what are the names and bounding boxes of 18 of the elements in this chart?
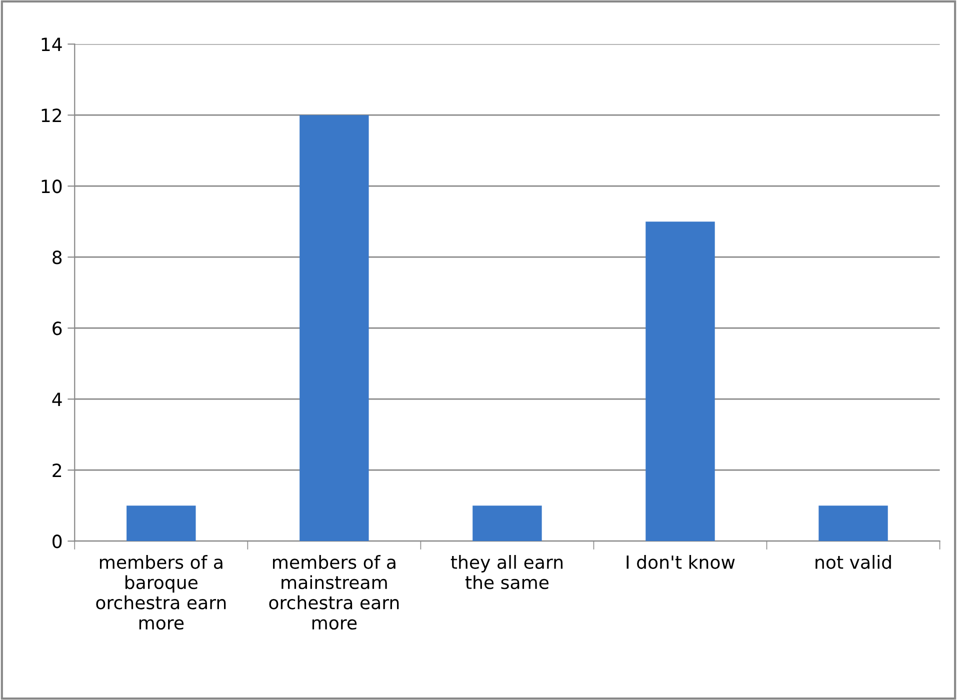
x-tick-label: not valid [816,554,891,569]
x-tick-label: members of a mainstream orchestra earn more [269,554,399,630]
bar [646,222,715,542]
y-tick-label: 6 [52,322,62,336]
y-tick-label: 8 [52,250,62,264]
y-tick-label: 2 [52,464,62,477]
y-tick-label: 14 [42,38,62,51]
x-tick-label: they all earn the same [450,554,562,590]
bar [472,506,542,542]
y-tick-label: 0 [52,534,62,548]
y-tick-label: 4 [52,392,62,406]
bar [300,115,369,542]
bar [818,506,888,542]
y-tick-label: 10 [42,180,62,194]
y-tick-label: 12 [42,108,62,122]
x-tick-label: members of a baroque orchestra earn more [96,554,226,630]
x-tick-label: I don't know [626,554,735,569]
bar [126,506,196,542]
